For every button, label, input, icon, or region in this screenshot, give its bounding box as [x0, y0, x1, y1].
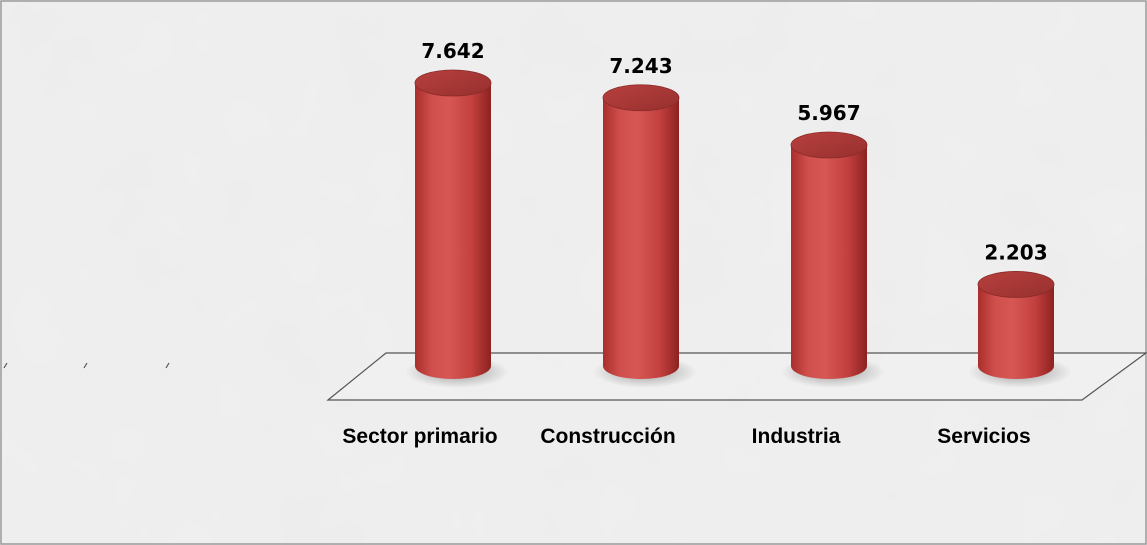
value-label: 7.642 — [421, 39, 484, 63]
bar — [593, 84, 697, 388]
value-label: 5.967 — [797, 101, 860, 125]
bar-top — [977, 271, 1055, 298]
value-label: 2.203 — [984, 240, 1047, 264]
bar-top — [602, 84, 680, 112]
chart-floor — [326, 352, 1147, 401]
bar-body — [978, 284, 1054, 379]
category-label: Servicios — [937, 425, 1030, 448]
bar-top — [414, 69, 492, 97]
bar-body — [415, 83, 491, 379]
left-tick-marks — [3, 362, 170, 369]
bar-top — [790, 131, 868, 159]
category-label: Industria — [752, 425, 841, 448]
bars-group — [405, 69, 1072, 388]
bar — [968, 271, 1072, 388]
bar — [405, 69, 509, 388]
category-labels-group: Sector primario Construcción Industria Serv… — [342, 425, 1030, 448]
bar-body — [791, 145, 867, 379]
value-label: 7.243 — [609, 54, 672, 78]
bar-body — [603, 97, 679, 379]
category-label: Sector primario — [342, 425, 497, 448]
bar — [781, 131, 885, 388]
value-labels-group: 7.642 7.243 5.967 2.203 — [421, 39, 1047, 264]
category-label: Construcción — [540, 425, 675, 448]
